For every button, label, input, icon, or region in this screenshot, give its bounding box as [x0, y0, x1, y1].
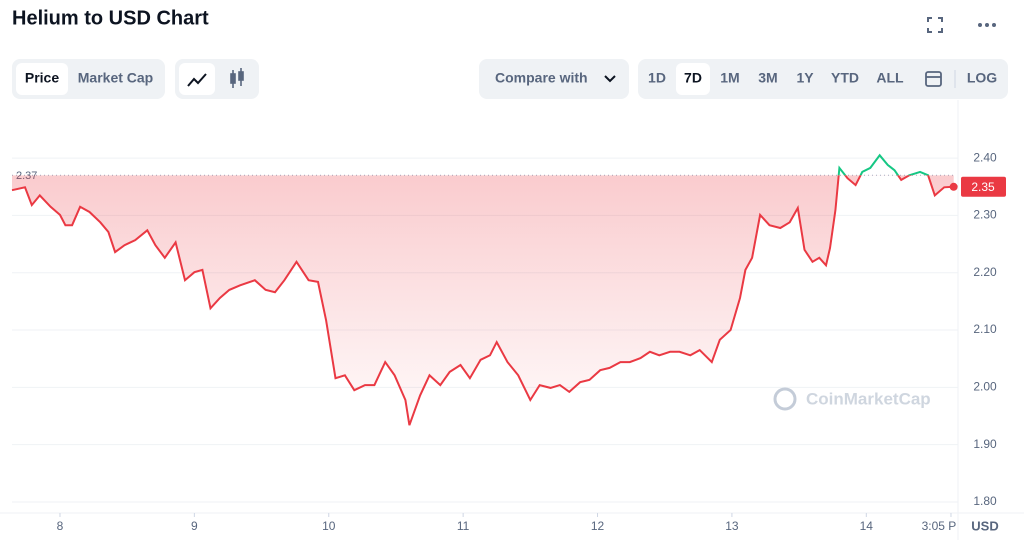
x-tick-label: 10: [322, 519, 336, 533]
line-icon: [187, 73, 207, 87]
range-button[interactable]: 7D: [684, 70, 702, 86]
watermark: CoinMarketCap: [806, 389, 931, 408]
tab-selected-bg: [16, 63, 68, 95]
y-tick-label: 2.30: [973, 208, 997, 222]
currency-label: USD: [971, 518, 998, 533]
x-tick-label: 8: [57, 519, 64, 533]
tab[interactable]: Market Cap: [78, 70, 153, 86]
area-fill: [12, 175, 954, 426]
current-label: 2.35: [971, 180, 995, 194]
y-tick-label: 2.20: [973, 265, 997, 279]
range-button[interactable]: YTD: [831, 70, 859, 86]
y-tick-label: 1.90: [973, 437, 997, 451]
x-tick-label: 3:05 P: [922, 519, 957, 533]
chart: 1.80 1.90 2.00 2.10 2.20 2.30 2.40 8 9 10 11 12 13 14…: [0, 100, 1024, 540]
compare-label: Compare with: [495, 70, 588, 86]
title: Helium to USD Chart: [12, 7, 209, 29]
watermark-logo: [773, 387, 797, 411]
current-badge: [961, 176, 1006, 197]
chevron-icon: [604, 75, 616, 83]
range-button[interactable]: 1D: [648, 70, 666, 86]
y-tick-label: 2.10: [973, 322, 997, 336]
compare-dropdown[interactable]: [479, 59, 629, 99]
log-button[interactable]: LOG: [967, 70, 997, 86]
range-button[interactable]: ALL: [876, 70, 904, 86]
range-group: [638, 59, 1008, 99]
x-tick-label: 13: [725, 519, 739, 533]
calendar-icon[interactable]: [925, 71, 942, 87]
y-tick-label: 1.80: [973, 494, 997, 508]
candle-icon[interactable]: [230, 68, 244, 88]
range-button[interactable]: 1Y: [796, 70, 814, 86]
x-tick-label: 12: [591, 519, 605, 533]
line-type-button[interactable]: [179, 63, 215, 95]
current-dot: [949, 182, 958, 191]
price-line: [11, 175, 954, 426]
tab[interactable]: Price: [25, 70, 59, 86]
range-button[interactable]: 1M: [720, 70, 739, 86]
more-icon[interactable]: [978, 23, 996, 27]
range-button[interactable]: 3M: [758, 70, 777, 86]
x-tick-label: 14: [860, 519, 874, 533]
x-tick-label: 11: [457, 519, 470, 533]
y-tick-label: 2.40: [973, 150, 997, 164]
y-tick-label: 2.00: [973, 380, 997, 394]
range-selected-bg: [676, 63, 710, 95]
expand-icon[interactable]: [927, 17, 943, 33]
x-tick-label: 9: [191, 519, 198, 533]
